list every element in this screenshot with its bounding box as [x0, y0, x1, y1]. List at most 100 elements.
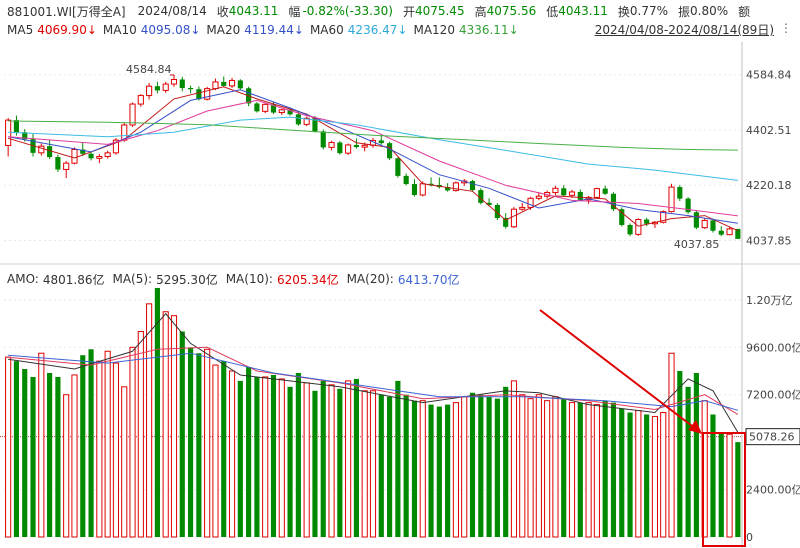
candle-body [593, 188, 600, 198]
amo-value: 4801.86亿 [42, 272, 105, 287]
candle-body [295, 114, 301, 125]
volume-bar [419, 400, 426, 538]
volume-bar [22, 369, 28, 537]
volume-bar [635, 410, 642, 538]
quote-header: 881001.WI[万得全A] 2024/08/14 收 4043.11 幅 -… [0, 2, 800, 20]
volume-bar [246, 367, 252, 537]
volume-bar [486, 396, 492, 537]
candle-body [22, 132, 28, 140]
candle-body [452, 182, 459, 191]
volume-bar [668, 352, 675, 538]
amplitude-label: 振 [678, 4, 691, 19]
volume-bar [387, 396, 393, 537]
amplitude-value: 0.80% [690, 4, 729, 18]
price-ma-lines [7, 86, 739, 232]
ma-line-ma60 [8, 116, 738, 181]
volume-bar [353, 378, 359, 537]
candle-body [228, 79, 236, 87]
volume-bar [428, 404, 434, 537]
volume-bar [154, 288, 160, 537]
volume-bar [270, 374, 277, 537]
volume-ma-line [8, 312, 739, 433]
candle-body [660, 211, 667, 223]
volume-bar [494, 398, 500, 537]
change-value: -0.82%(-33.30) [302, 4, 393, 18]
volume-bar [561, 398, 567, 537]
candle-body [577, 191, 583, 200]
candle-body [179, 79, 185, 88]
ma60-value: 4236.47↓ [347, 23, 408, 37]
ma20-value: 4119.44↓ [244, 23, 304, 37]
volume-tick-label-2: 7200.00亿 [746, 389, 800, 402]
volume-bar [436, 406, 442, 537]
menu-dots-icon[interactable]: ⋮ [780, 21, 792, 35]
y-axis: 4584.84 4402.51 4220.18 4037.85 1.20万亿 9600.0… [745, 69, 800, 544]
volume-bar [38, 352, 45, 538]
volume-bar [170, 315, 178, 538]
volume-bar [137, 330, 144, 538]
volume-ma-lines [8, 312, 739, 433]
vol-ma20-value: 6413.70亿 [397, 272, 460, 287]
trend-arrow [539, 309, 697, 430]
volume-bar [369, 390, 377, 538]
volume-tick-label-1: 9600.00亿 [746, 341, 800, 354]
candle-body [237, 80, 243, 89]
index-code: 881001.WI[万得全A] [7, 4, 126, 19]
candle-body [395, 158, 401, 176]
ma-line-ma10 [8, 89, 738, 224]
low-value: 4043.11 [558, 4, 608, 18]
candle-body [361, 144, 368, 148]
annotations: 4584.84 4037.85 [126, 63, 746, 547]
amount-label: 额 [738, 4, 751, 19]
volume-bar [63, 394, 70, 538]
candle-body [320, 131, 326, 148]
ma60-label: MA60 [309, 23, 344, 37]
ma10-value: 4095.08↓ [140, 23, 201, 37]
candle-body [478, 190, 484, 203]
candle-body [63, 162, 70, 171]
candle-body [735, 228, 741, 239]
candle-body [287, 109, 293, 115]
price-tick-label-3: 4037.85 [746, 234, 792, 247]
volume-bar [337, 388, 343, 537]
vol-ma5-label: MA(5): [112, 272, 153, 286]
high-value: 4075.56 [486, 4, 537, 18]
ma-legend: MA5 4069.90↓ MA10 4095.08↓ MA20 4119.44↓… [0, 21, 800, 39]
volume-bar [320, 380, 326, 537]
turnover-value: 0.77% [629, 4, 668, 18]
candle-body [627, 224, 633, 235]
date-range[interactable]: 2024/04/08-2024/08/14(89日) [594, 23, 774, 37]
candle-body [602, 188, 608, 194]
volume-reference-label: 5078.26 [749, 431, 795, 444]
candle-body [701, 219, 708, 229]
candle-body [96, 155, 103, 159]
candle-body [710, 220, 716, 231]
volume-bar [527, 398, 534, 538]
volume-bar [228, 370, 236, 538]
volume-bar [378, 394, 384, 537]
candle-body [519, 206, 526, 210]
ma120-label: MA120 [413, 23, 455, 37]
ma10-label: MA10 [102, 23, 137, 37]
candle-body [677, 187, 683, 199]
volume-bar [361, 390, 368, 538]
volume-bar [104, 350, 111, 538]
close-value: 4043.11 [228, 4, 279, 18]
volume-bars [5, 288, 741, 538]
vol-ma20-label: MA(20): [346, 272, 394, 286]
candle-body [88, 153, 94, 159]
volume-bar [544, 400, 551, 538]
volume-bar [461, 396, 468, 538]
volume-bar [644, 414, 650, 537]
volume-bar [411, 400, 418, 537]
volume-bar [585, 402, 592, 538]
volume-bar [660, 412, 667, 538]
candle-body [726, 228, 733, 236]
candle-body [112, 139, 120, 154]
volume-bar [30, 376, 36, 537]
volume-bar [535, 394, 542, 538]
candle-body [55, 157, 61, 170]
vol-ma10-value: 6205.34亿 [276, 272, 339, 287]
volume-bar [262, 376, 269, 538]
